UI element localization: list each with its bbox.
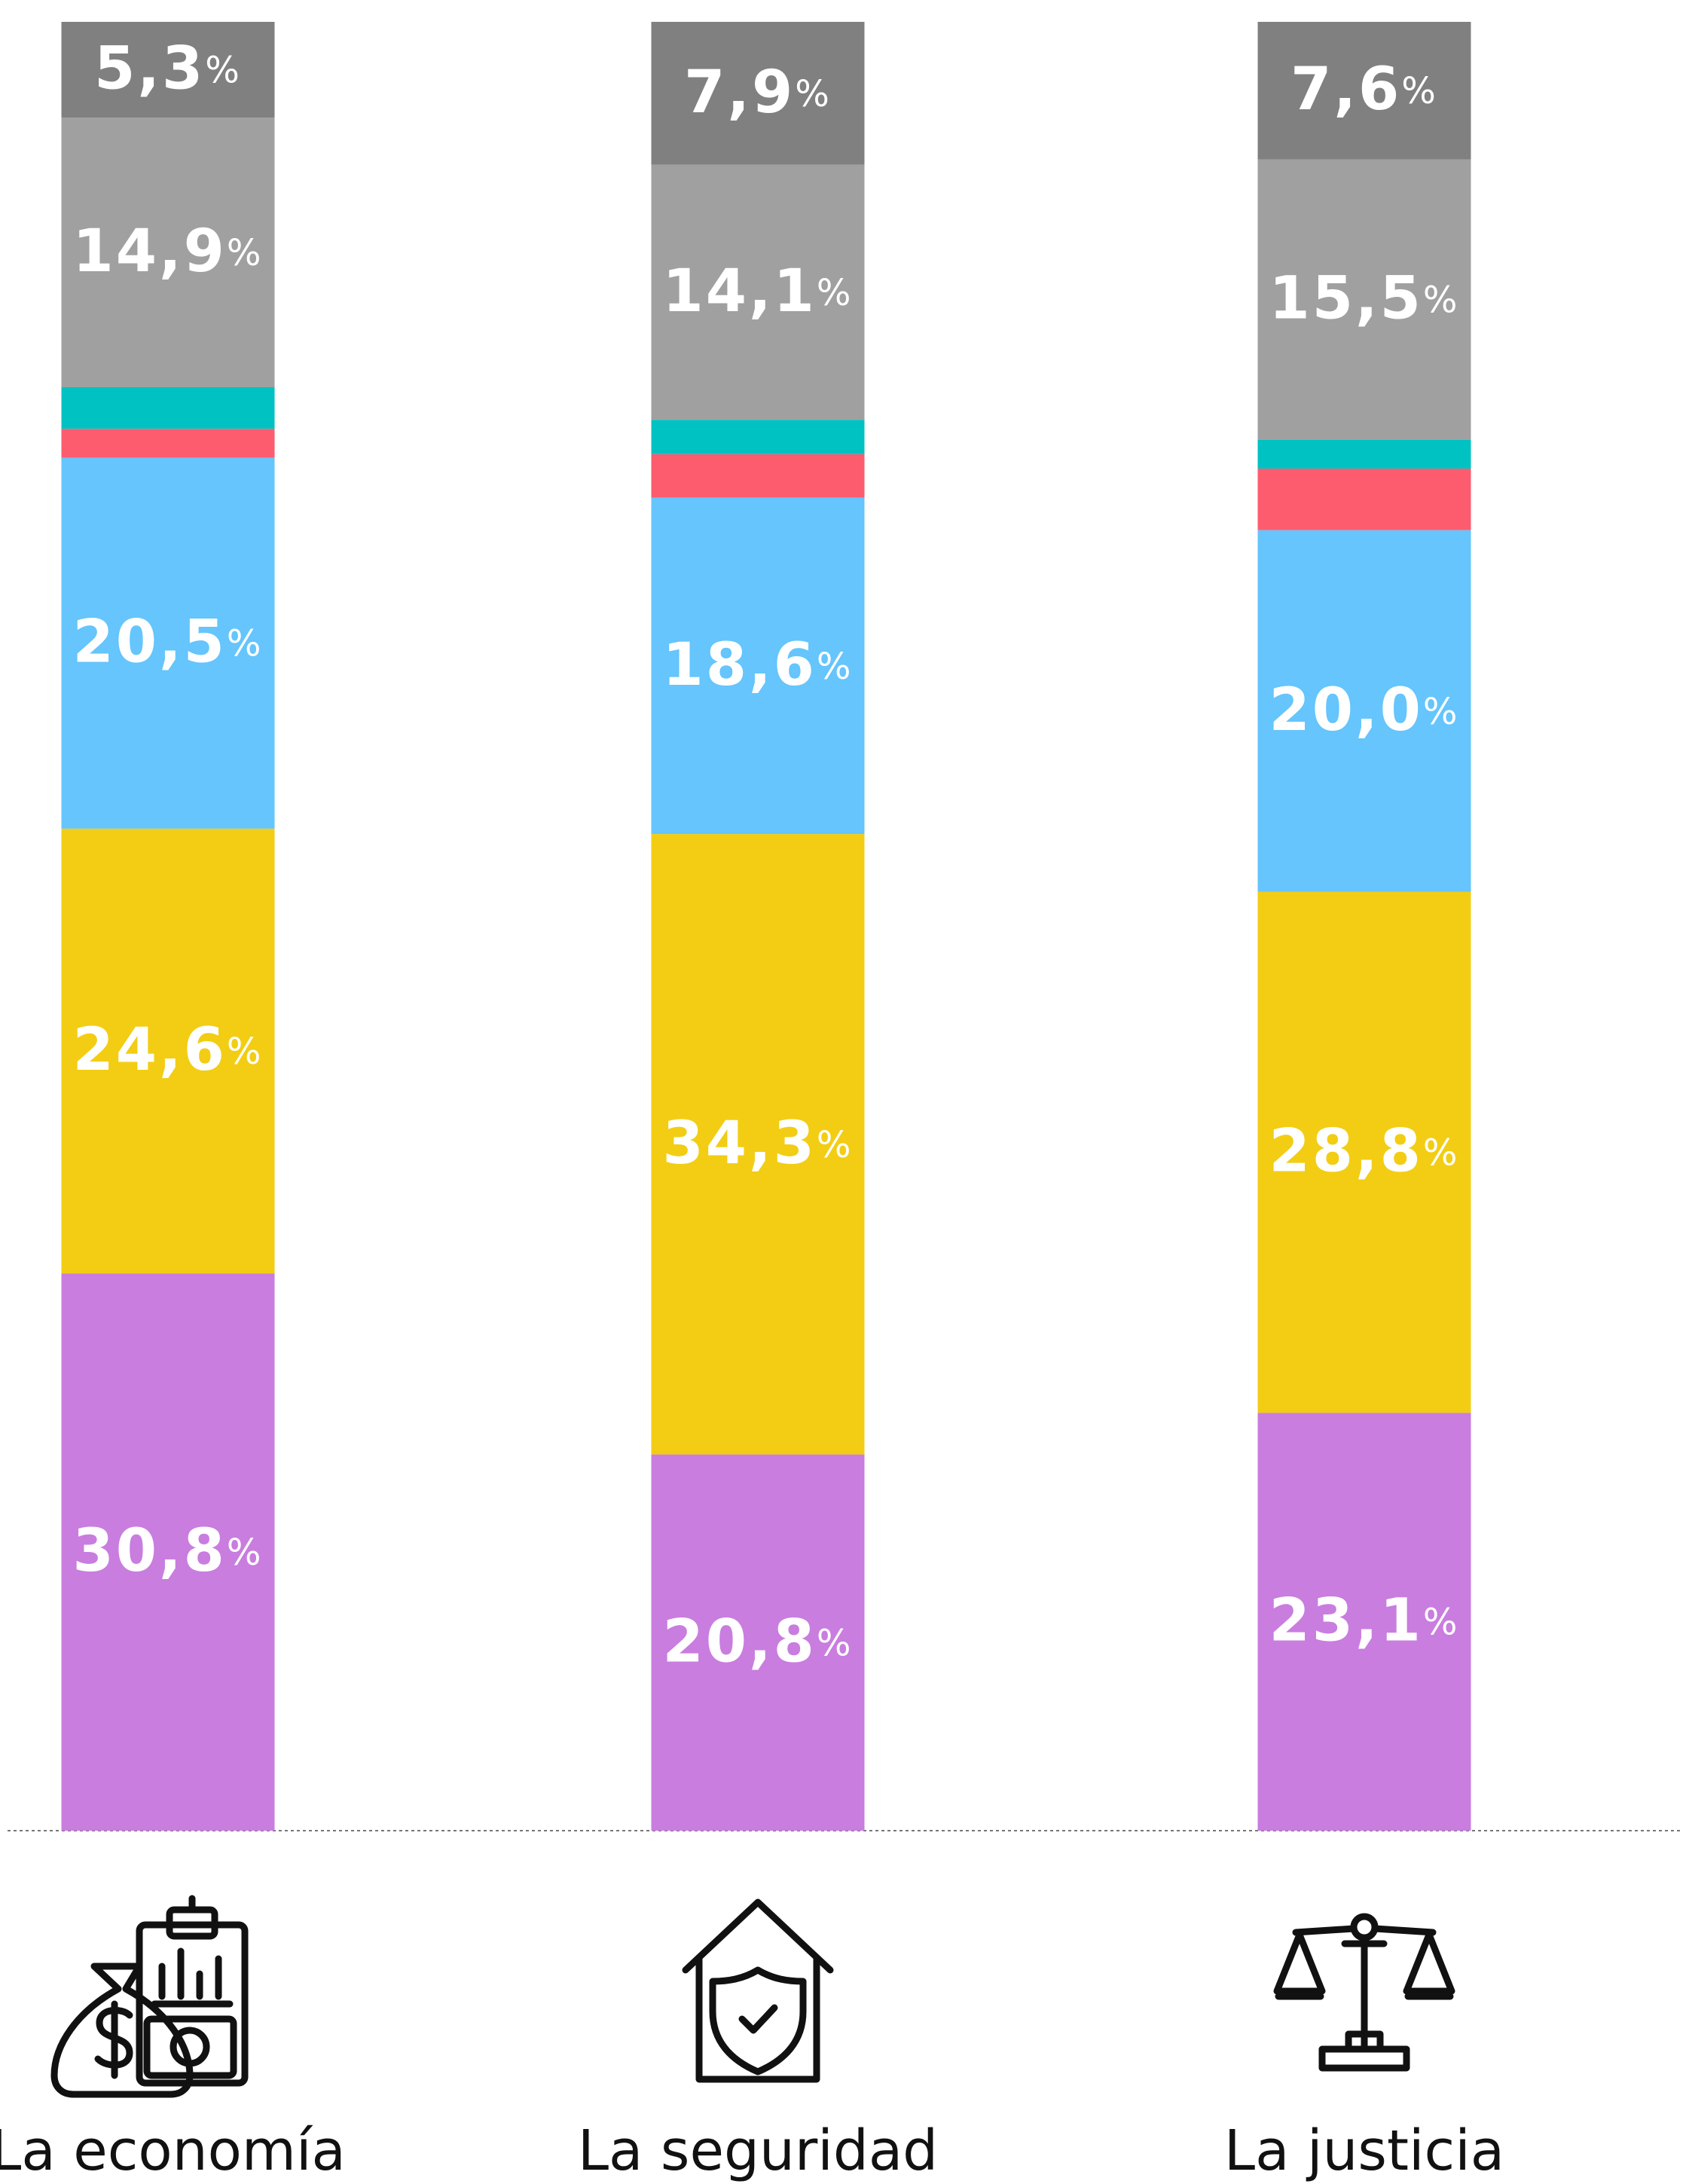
value-label: 18,6%: [662, 631, 853, 699]
bar-segment: [1257, 439, 1471, 469]
bar-segment: [61, 457, 275, 829]
bar-segment: [651, 454, 865, 498]
value-label: 20,8%: [662, 1608, 853, 1676]
bar-segment: [651, 834, 865, 1455]
value-label: 7,6%: [1290, 57, 1438, 124]
bar-segment: [651, 22, 865, 165]
category-label: La seguridad: [578, 2118, 938, 2183]
value-label: 34,3%: [662, 1110, 853, 1178]
bar-segment: [651, 1454, 865, 1831]
bar-segment: [1257, 891, 1471, 1413]
value-label: 14,1%: [662, 258, 853, 325]
bar-segment: [61, 429, 275, 458]
bar-segment: [1257, 469, 1471, 530]
bar-segment: [61, 387, 275, 429]
justice-icon: [1273, 1913, 1455, 2072]
value-label: 5,3%: [94, 35, 242, 103]
value-label: 28,8%: [1269, 1118, 1459, 1186]
category-label: La justicia: [1224, 2118, 1504, 2183]
value-label: 20,0%: [1269, 677, 1459, 744]
value-label: 20,5%: [72, 609, 263, 677]
bar-segment: [651, 420, 865, 454]
bar-segment: [61, 1273, 275, 1831]
bar-segment: [61, 118, 275, 388]
bar-segment: [1257, 530, 1471, 892]
bar-segment: [651, 164, 865, 420]
bar-segment: [61, 828, 275, 1274]
value-label: 15,5%: [1269, 265, 1459, 333]
value-label: 14,9%: [72, 218, 263, 286]
value-label: 30,8%: [72, 1518, 263, 1586]
bar-segment: [1257, 159, 1471, 440]
value-label: 24,6%: [72, 1017, 263, 1085]
value-label: 23,1%: [1269, 1587, 1459, 1655]
bar-segment: [1257, 22, 1471, 160]
bar-segment: [1257, 1413, 1471, 1831]
bar-segment: [651, 497, 865, 835]
security-icon: [682, 1898, 834, 2083]
category-label: La economía: [0, 2118, 346, 2183]
value-label: 7,9%: [684, 59, 832, 127]
bar-segment: [61, 22, 275, 118]
economy-icon: [50, 1895, 249, 2098]
